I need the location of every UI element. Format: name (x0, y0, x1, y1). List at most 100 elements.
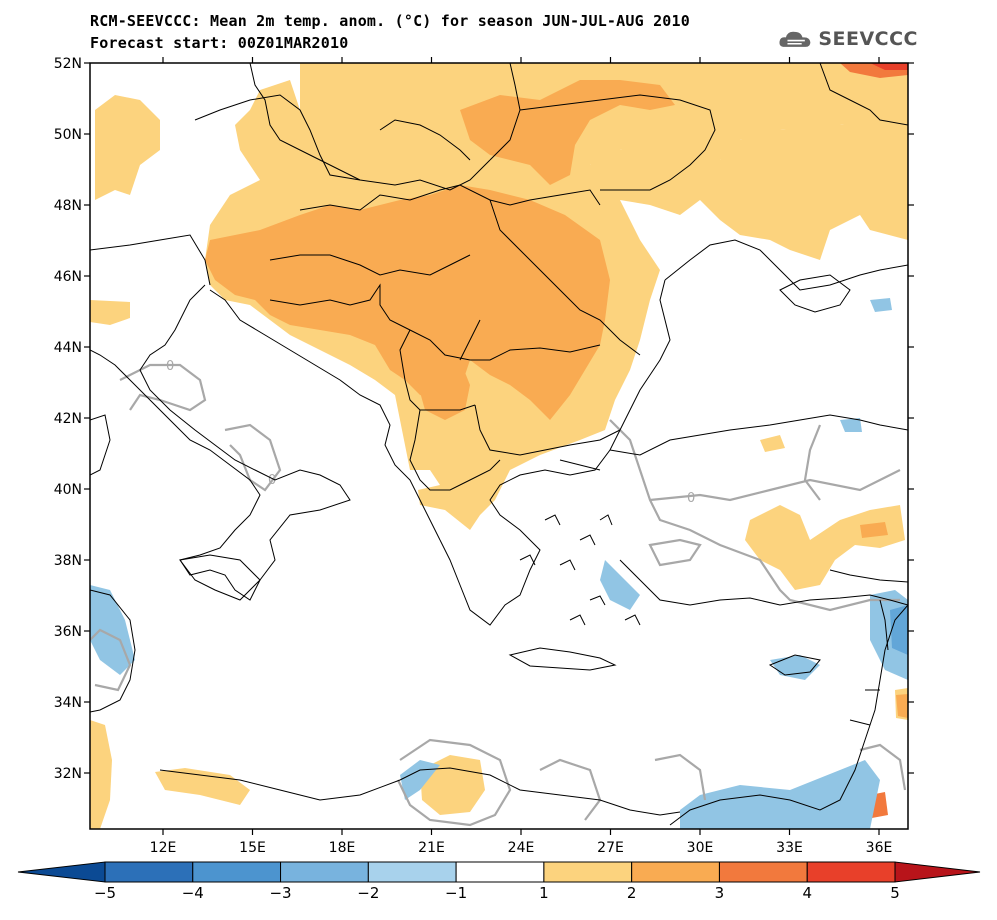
lon-label: 21E (418, 840, 445, 856)
colorbar-swatch (455, 861, 545, 883)
lat-label: 36N (54, 624, 82, 640)
longitude-axis: 12E 15E 18E 21E 24E 27E 30E 33E 36E (150, 57, 893, 856)
border-10 (379, 119, 471, 161)
border-13 (819, 63, 908, 126)
colorbar-swatch (543, 861, 633, 883)
plot-frame (89, 62, 909, 830)
anomaly-neg-region-crimea (870, 298, 892, 312)
colorbar-label: −1 (445, 884, 467, 902)
coast-crimea (779, 274, 851, 313)
coast-cyprus (768, 654, 821, 676)
colorbar-label: −5 (94, 884, 116, 902)
lat-label: 38N (54, 553, 82, 569)
colorbar-label: 4 (802, 884, 812, 902)
zero-contour-africa (90, 628, 907, 827)
colorbar-swatch (718, 861, 808, 883)
coast-aegean-islands (519, 514, 641, 626)
border-15 (559, 459, 601, 471)
anomaly-1-2-region-west (95, 95, 160, 200)
colorbar-label: 5 (890, 884, 900, 902)
lon-label: 12E (150, 840, 177, 856)
lat-label: 48N (54, 198, 82, 214)
coast-blacksea (664, 239, 908, 291)
border-7 (474, 404, 621, 456)
anomaly-2-3-region-levant (896, 694, 908, 718)
anomaly-1-2-region-africa3 (420, 755, 485, 815)
contour-label: 0 (268, 473, 276, 488)
colorbar-label: −4 (182, 884, 204, 902)
lon-label: 24E (508, 840, 535, 856)
anomaly-1-2-region-africa2 (155, 768, 250, 805)
colorbar-label: 1 (539, 884, 549, 902)
border-1 (90, 234, 211, 286)
contour-label: 0 (687, 491, 695, 506)
coast-levant (669, 604, 908, 826)
colorbar-swatch (806, 861, 896, 883)
lat-label: 32N (54, 766, 82, 782)
lon-label: 36E (866, 840, 893, 856)
border-9 (489, 63, 716, 191)
colorbar-label: −3 (269, 884, 291, 902)
contour-label: 0 (166, 359, 174, 374)
anomaly-2-3-region-anatolia (860, 522, 888, 538)
coast-sardinia (90, 414, 111, 476)
anomaly-neg-region-west (90, 585, 135, 675)
map-plot-area: 0 0 0 (90, 63, 908, 829)
anomaly-1-2-region-turkey-n (760, 435, 785, 452)
coastlines (90, 239, 908, 826)
zero-contour-anatolia (609, 419, 901, 612)
border-14 (829, 569, 908, 726)
forecast-start-label: Forecast start: 00Z01MAR2010 (90, 34, 349, 52)
border-3 (299, 184, 601, 211)
lon-label: 18E (329, 840, 356, 856)
border-4 (269, 254, 471, 276)
anomaly-2-3-region (205, 185, 610, 420)
colorbar-swatch (280, 861, 369, 883)
colorbar-label: −2 (357, 884, 379, 902)
lon-label: 30E (687, 840, 714, 856)
anomaly-neg-region-med (840, 418, 862, 432)
anomaly-2-3-region-south (418, 345, 470, 420)
colorbar-swatch (367, 861, 457, 883)
border-8 (459, 199, 641, 361)
anomaly-neg-region-aegean (600, 560, 640, 610)
lat-label: 44N (54, 340, 82, 356)
latitude-axis: 52N 50N 48N 46N 44N 42N 40N 38N 36N 34N 32N (54, 56, 914, 782)
zero-contour-italy-s (224, 423, 282, 492)
border-11 (249, 63, 361, 181)
anomaly-neg-region-africa (400, 760, 440, 800)
border-12 (409, 409, 501, 491)
colorbar: −5 −4 −3 −2 −1 1 2 3 4 5 (17, 861, 981, 902)
anomaly-1-2-region-west2 (90, 300, 130, 325)
lat-label: 40N (54, 482, 82, 498)
colorbar-swatch (104, 861, 194, 883)
colorbar-label: 3 (715, 884, 725, 902)
anomaly-neg-region-egypt (680, 760, 880, 829)
lon-label: 27E (597, 840, 624, 856)
cloud-logo-icon (779, 31, 811, 47)
lat-label: 50N (54, 127, 82, 143)
lat-label: 46N (54, 269, 82, 285)
lat-label: 52N (54, 56, 82, 72)
coast-crete (508, 647, 617, 671)
lon-label: 33E (776, 840, 803, 856)
country-borders (90, 63, 908, 726)
lat-label: 34N (54, 695, 82, 711)
colorbar-swatch (631, 861, 720, 883)
seevccc-logo: SEEVCCC (778, 24, 918, 54)
border-6 (399, 329, 476, 411)
lat-label: 42N (54, 411, 82, 427)
logo-text: SEEVCCC (818, 28, 918, 50)
zero-contour-anatolia-2 (648, 538, 702, 567)
colorbar-arrow-right (894, 861, 981, 883)
coast-africa (90, 589, 681, 816)
map-title: RCM-SEEVCCC: Mean 2m temp. anom. (°C) fo… (90, 12, 690, 30)
coast-turkey (609, 414, 908, 606)
anomaly-2-3-region-north (460, 80, 675, 185)
coast-adriatic (209, 289, 441, 541)
coast-sicily (179, 554, 261, 601)
anomaly-neg-region-levant-core (890, 605, 908, 655)
anomaly-4-5-spot-ne (870, 63, 908, 70)
colorbar-arrow-left (17, 861, 106, 883)
